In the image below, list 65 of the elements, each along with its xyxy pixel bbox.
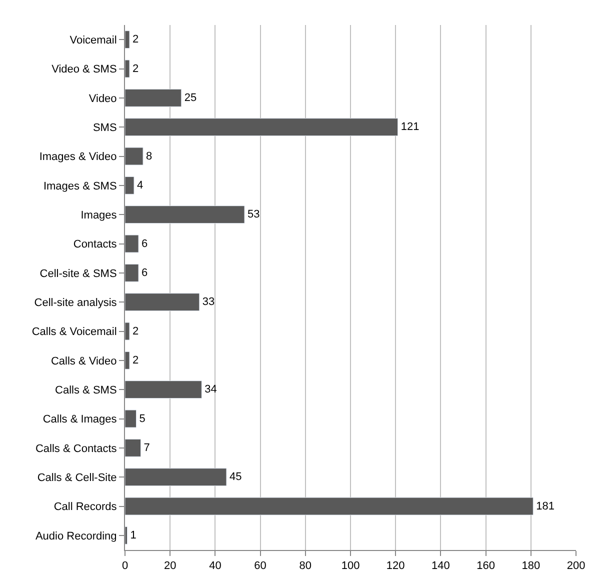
data-label: 53 <box>248 208 260 221</box>
data-label: 1 <box>130 529 136 542</box>
bar <box>125 30 130 49</box>
data-label: 4 <box>137 179 144 192</box>
y-tick-label: Video <box>88 92 117 105</box>
y-tick-label: SMS <box>92 122 117 134</box>
bar <box>125 526 128 544</box>
bar <box>125 264 139 282</box>
x-tick-label: 80 <box>299 560 312 572</box>
x-tick-label: 20 <box>164 560 176 572</box>
y-tick-label: Images & SMS <box>43 180 117 192</box>
bar <box>125 351 130 370</box>
x-tick-label: 100 <box>341 560 360 572</box>
y-tick-label: Images <box>80 209 118 222</box>
data-label: 121 <box>400 121 420 134</box>
x-tick-label: 0 <box>122 560 128 572</box>
data-label: 25 <box>184 92 197 104</box>
bar <box>125 60 130 78</box>
bar <box>125 88 182 107</box>
data-label: 7 <box>144 442 150 454</box>
y-tick-label: Calls & Video <box>50 355 117 368</box>
bar <box>125 176 134 194</box>
data-label: 45 <box>229 471 242 484</box>
x-tick-label: 120 <box>386 560 405 572</box>
y-tick-label: Calls & Voicemail <box>32 326 117 338</box>
bar <box>125 497 534 516</box>
x-tick-label: 180 <box>522 560 540 572</box>
bar <box>125 438 142 457</box>
bar <box>125 468 227 486</box>
y-tick-label: Contacts <box>73 238 118 251</box>
x-tick-label: 140 <box>432 560 450 572</box>
data-label: 6 <box>142 238 148 250</box>
bar <box>125 322 130 340</box>
y-tick-label: Video & SMS <box>52 64 117 76</box>
bar <box>125 206 245 224</box>
y-tick-label: Cell-site & SMS <box>40 268 117 280</box>
x-tick-label: 40 <box>209 560 222 572</box>
y-tick-label: Voicemail <box>70 34 117 46</box>
y-tick-label: Audio Recording <box>35 530 117 542</box>
y-tick-label: Calls & Contacts <box>35 442 118 455</box>
data-label: 6 <box>142 266 148 279</box>
bar <box>125 410 137 428</box>
y-tick-label: Call Records <box>54 501 118 514</box>
data-label: 181 <box>536 500 555 512</box>
bar <box>125 293 200 312</box>
data-label: 2 <box>132 62 139 75</box>
data-label: 2 <box>132 34 139 46</box>
y-tick-label: Images & Video <box>39 151 117 164</box>
bar <box>125 380 202 399</box>
y-tick-label: Calls & Cell-Site <box>37 472 117 484</box>
y-tick-label: Cell-site analysis <box>34 296 118 309</box>
bar <box>125 118 398 136</box>
data-label: 33 <box>202 296 215 308</box>
data-label: 5 <box>139 412 146 425</box>
data-label: 34 <box>204 384 217 396</box>
bar <box>125 147 144 166</box>
data-label: 2 <box>132 325 139 338</box>
y-tick-label: Calls & SMS <box>55 384 117 396</box>
x-tick-label: 200 <box>566 560 586 572</box>
x-tick-label: 160 <box>476 560 495 572</box>
bar <box>125 234 139 253</box>
data-label: 2 <box>132 354 139 366</box>
x-tick-label: 60 <box>254 560 266 572</box>
data-label: 8 <box>146 150 152 162</box>
y-tick-label: Calls & Images <box>42 414 118 426</box>
